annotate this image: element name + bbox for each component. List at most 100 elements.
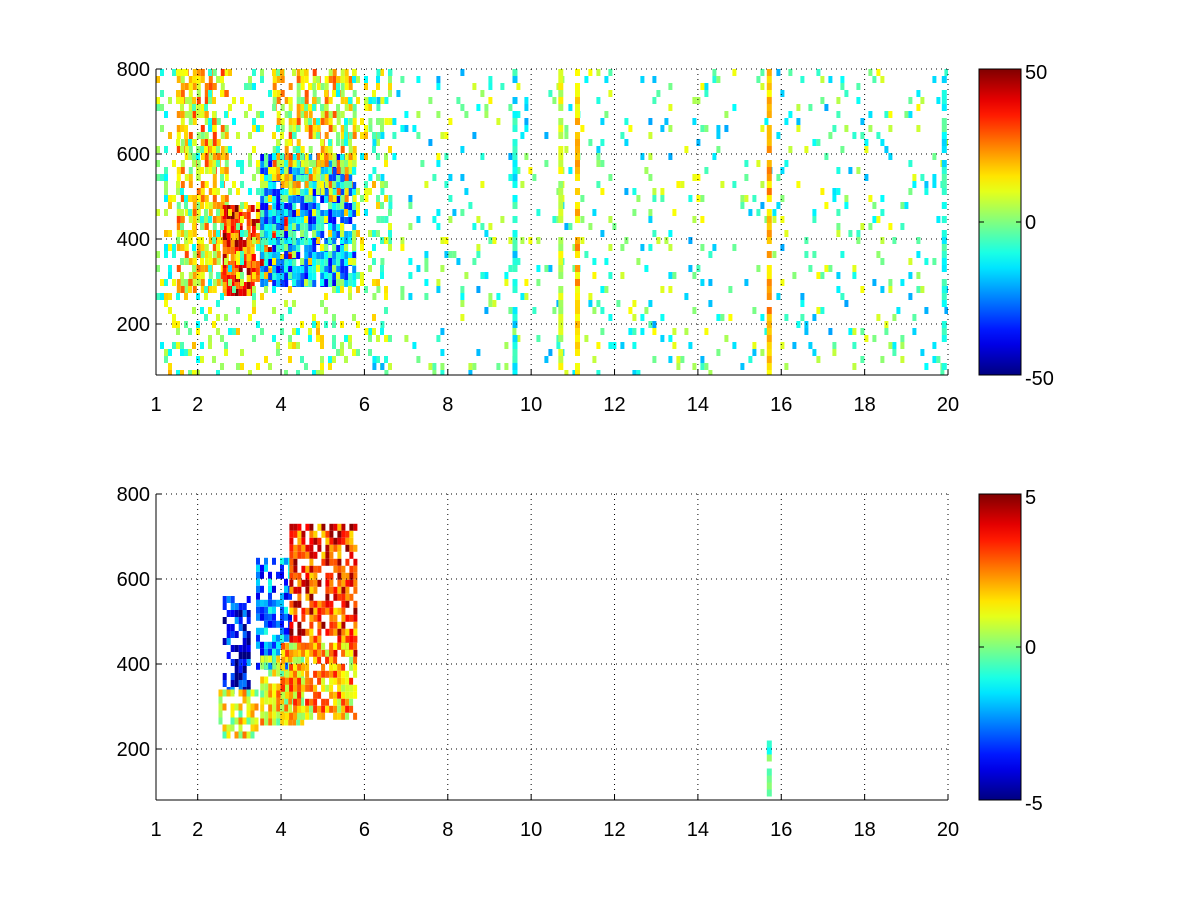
heat-cell	[242, 631, 247, 638]
heat-cell	[280, 599, 284, 607]
heat-cell	[232, 181, 236, 188]
heat-cell	[228, 328, 232, 335]
heat-cell	[268, 585, 272, 593]
heat-cell	[632, 370, 637, 375]
heat-cell	[305, 656, 310, 664]
heat-cell	[380, 181, 384, 188]
heat-cell	[349, 705, 354, 713]
heat-cell	[372, 90, 376, 97]
heat-cell	[216, 209, 220, 216]
heat-cell	[308, 83, 312, 90]
heat-cell	[324, 244, 328, 251]
heat-cell	[744, 160, 749, 167]
heat-cell	[222, 268, 227, 275]
heat-cell	[296, 168, 301, 175]
heat-streak-cell	[766, 111, 772, 118]
heat-cell	[234, 268, 239, 275]
heat-cell	[380, 174, 385, 181]
heat-cell	[176, 69, 180, 76]
heat-cell	[340, 286, 344, 293]
heat-cell	[888, 342, 893, 349]
heat-cell	[234, 603, 239, 610]
heat-streak-cell	[512, 356, 518, 363]
heat-cell	[268, 690, 273, 698]
heat-cell	[246, 205, 251, 212]
heat-cell	[180, 160, 185, 167]
heat-cell	[216, 230, 220, 237]
heat-cell	[384, 286, 388, 293]
heat-cell	[240, 363, 244, 370]
heat-cell	[704, 167, 709, 174]
heat-streak-cell	[941, 328, 947, 335]
heat-cell	[364, 153, 368, 160]
heat-cell	[184, 139, 189, 146]
heat-cell	[288, 168, 293, 175]
heat-cell	[388, 146, 392, 153]
heat-cell	[246, 680, 251, 687]
heat-cell	[285, 677, 290, 685]
heat-streak-cell	[766, 223, 772, 230]
heat-streak-cell	[941, 125, 947, 132]
heat-cell	[292, 300, 296, 307]
heat-cell	[912, 181, 917, 188]
heat-streak-cell	[558, 167, 564, 174]
heat-cell	[321, 649, 326, 657]
heat-cell	[804, 146, 809, 153]
heat-streak-cell	[766, 69, 772, 76]
heat-cell	[280, 697, 285, 705]
heat-streak-cell	[941, 300, 947, 307]
heat-cell	[341, 712, 346, 720]
heat-cell	[284, 231, 289, 238]
heat-cell	[316, 224, 321, 231]
heat-cell	[264, 356, 268, 363]
heat-cell	[276, 160, 281, 167]
heat-cell	[309, 684, 314, 692]
heat-cell	[536, 209, 541, 216]
heat-streak-cell	[766, 160, 772, 167]
heat-cell	[321, 670, 326, 678]
heat-cell	[349, 579, 354, 587]
heat-cell	[820, 188, 825, 195]
heat-cell	[340, 195, 345, 202]
heat-cell	[596, 153, 601, 160]
heat-cell	[320, 210, 325, 217]
heat-streak-cell	[766, 265, 772, 272]
heat-cell	[344, 153, 349, 160]
heat-cell	[304, 111, 308, 118]
heat-cell	[337, 530, 342, 538]
heat-cell	[344, 69, 349, 76]
heat-streak-cell	[512, 118, 518, 125]
heat-cell	[748, 356, 753, 363]
heat-cell	[844, 90, 849, 97]
heat-cell	[312, 132, 317, 139]
heat-cell	[308, 280, 313, 287]
heat-cell	[256, 606, 260, 614]
heat-cell	[226, 233, 231, 240]
heat-cell	[337, 712, 342, 720]
heat-cell	[340, 273, 345, 280]
heat-cell	[780, 279, 785, 286]
heat-cell	[352, 224, 357, 231]
heat-cell	[296, 196, 301, 203]
heat-cell	[352, 153, 357, 160]
heat-cell	[176, 132, 181, 139]
heat-cell	[208, 76, 213, 83]
heat-cell	[280, 266, 285, 273]
heat-cell	[280, 238, 285, 245]
heat-cell	[328, 167, 332, 174]
colorbar: 50-5	[978, 487, 1043, 815]
heat-cell	[316, 259, 321, 266]
heat-streak-cell	[941, 104, 947, 111]
heat-cell	[652, 230, 657, 237]
heat-cell	[648, 321, 653, 328]
heat-cell	[344, 83, 349, 90]
heat-cell	[329, 572, 334, 580]
heat-cell	[776, 132, 781, 139]
heat-cell	[924, 363, 929, 370]
heat-cell	[756, 209, 761, 216]
heat-cell	[524, 104, 529, 111]
heat-cell	[284, 613, 288, 621]
heat-cell	[222, 703, 227, 711]
heat-cell	[301, 684, 306, 692]
